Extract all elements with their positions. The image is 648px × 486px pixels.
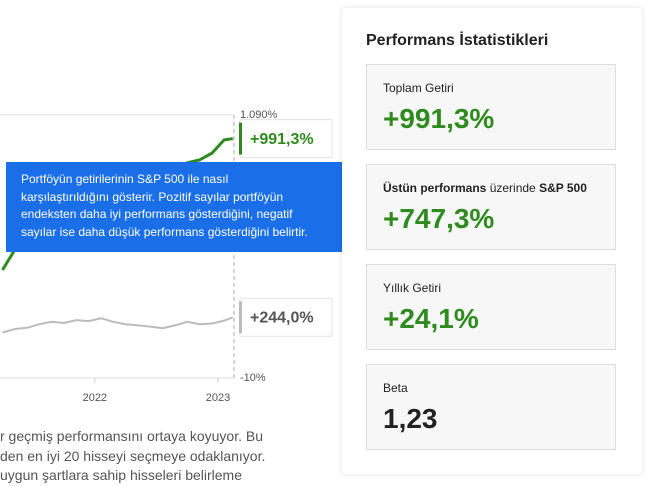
stat-label-part: Yıllık Getiri — [383, 281, 442, 295]
end-label-bar — [239, 301, 242, 334]
paragraph-line: den en iyi 20 hisseyi seçmeye odaklanıyo… — [0, 447, 266, 464]
stat-card: Yıllık Getiri +24,1% — [366, 264, 616, 350]
stat-card: Üstün performans üzerinde S&P 500 +747,3% — [366, 164, 616, 250]
stat-card: Beta 1,23 — [366, 364, 616, 450]
end-label-text: +991,3% — [250, 131, 314, 148]
end-label-bar — [239, 122, 242, 155]
x-tick-label: 2022 — [83, 392, 107, 404]
tooltip-line: Portföyün getirilerinin S&P 500 ile nası… — [21, 172, 229, 186]
stat-label: Beta — [383, 381, 408, 395]
end-label-text: +244,0% — [250, 309, 314, 326]
tooltip-line: endeksten daha iyi performans gösterdiği… — [21, 207, 293, 221]
tooltip: Portföyün getirilerinin S&P 500 ile nası… — [6, 162, 363, 252]
stat-label-part: Üstün performans — [383, 181, 487, 195]
stat-label: Yıllık Getiri — [383, 281, 441, 295]
stat-label-part: üzerinde — [486, 181, 540, 195]
stat-value: +747,3% — [383, 203, 495, 234]
end-label: +991,3% — [239, 119, 333, 159]
stat-value: +24,1% — [383, 303, 479, 334]
end-label-box — [239, 297, 333, 337]
paragraph-line: uygun şartlara sahip hisseleri belirleme — [0, 467, 243, 483]
stat-value: +991,3% — [383, 103, 495, 134]
stat-label: Üstün performans üzerinde S&P 500 — [383, 181, 587, 195]
line-series — [2, 316, 234, 334]
end-label: +244,0% — [239, 297, 333, 337]
paragraph-line: r geçmiş performansını ortaya koyuyor. B… — [0, 428, 263, 444]
tooltip-line: karşılaştırıldığını gösterir. Pozitif sa… — [21, 189, 284, 204]
tooltip-line: sayılar ise daha düşük performans göster… — [21, 224, 308, 239]
paragraph: r geçmiş performansını ortaya koyuyor. B… — [0, 427, 265, 486]
panel-title: Performans İstatistikleri — [366, 32, 549, 49]
y-tick-label: 1.090% — [240, 109, 278, 121]
stat-label: Toplam Getiri — [383, 81, 454, 95]
y-tick-label: -10% — [240, 372, 266, 384]
stat-value: 1,23 — [383, 403, 438, 434]
x-tick-label: 2023 — [206, 392, 230, 404]
stats-panel: Performans İstatistikleri Toplam Getiri +… — [342, 8, 642, 474]
stat-label-part: Beta — [383, 381, 408, 395]
stat-label-part: Toplam Getiri — [383, 81, 454, 95]
stat-label-part: S&P 500 — [539, 181, 587, 195]
stat-card: Toplam Getiri +991,3% — [366, 64, 616, 150]
